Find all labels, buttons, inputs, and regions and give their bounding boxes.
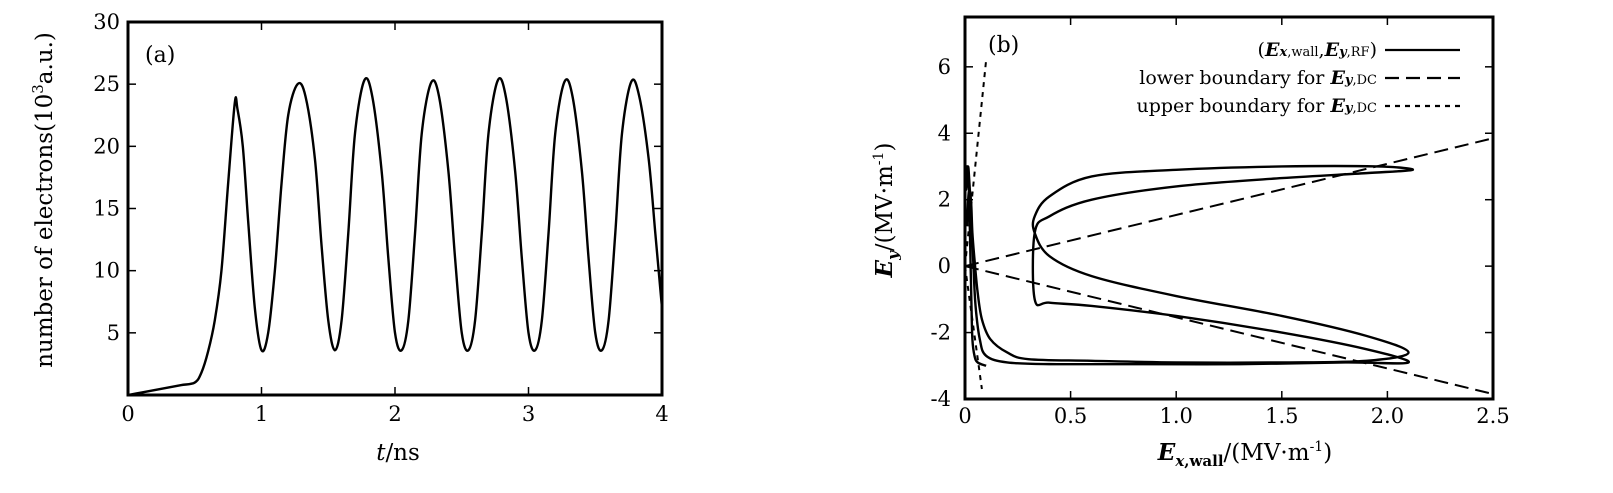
y-tick-label-b: 4 [938,121,951,145]
y-ticks-b: -4 -2 0 2 4 6 [931,55,1493,411]
series-a [127,77,664,397]
x-tick-label-a: 2 [388,402,401,426]
x-tick-label-a: 0 [121,402,134,426]
x-tick-label-b: 1.0 [1159,404,1192,428]
panel-label-a: (a) [145,43,175,68]
series-line-b-2 [965,265,983,390]
series-line-b-1 [965,137,1493,268]
legend-label-0: (Ex,wall,Ey,RF) [1258,39,1377,61]
chart-b: 0 0.5 1.0 1.5 2.0 2.5 -4 -2 0 2 4 6 (b) (Ex,wall,E… [871,15,1510,470]
y-axis-label-b: Ey/(MV·m-1) [871,143,902,279]
x-tick-label-b: 2.0 [1371,404,1404,428]
y-tick-label-b: -2 [931,321,951,345]
x-ticks-a: 0 1 2 3 4 [121,22,669,426]
y-tick-label-b: -4 [931,387,951,411]
y-tick-label-a: 10 [93,259,120,283]
y-tick-label-b: 6 [938,55,951,79]
x-tick-label-b: 0 [958,404,971,428]
y-ticks-a: 5 10 15 20 25 30 [93,10,662,345]
x-tick-label-a: 3 [522,402,535,426]
series-line-b-0 [965,164,1414,367]
y-tick-label-b: 0 [938,254,951,278]
plot-frame-b [963,15,1495,401]
series-line-a [127,77,664,397]
chart-a: 0 1 2 3 4 5 10 15 20 25 30 (a) t/ns number of ele… [29,10,669,466]
legend-label-2: upper boundary for Ey,DC [1136,95,1377,117]
series-line-b-2 [965,60,988,267]
x-tick-label-a: 4 [655,402,668,426]
legend-label-1: lower boundary for Ey,DC [1139,67,1377,89]
y-tick-label-a: 15 [93,197,120,221]
x-ticks-b: 0 0.5 1.0 1.5 2.0 2.5 [958,17,1510,428]
series-line-b-1 [965,265,1493,395]
x-axis-label-a: t/ns [376,440,420,466]
x-tick-label-b: 2.5 [1476,404,1509,428]
legend-b: (Ex,wall,Ey,RF) lower boundary for Ey,DC u… [1136,39,1460,117]
y-tick-label-a: 30 [93,10,120,34]
series-b [965,60,1493,395]
x-tick-label-a: 1 [255,402,268,426]
y-tick-label-a: 25 [93,72,120,96]
x-tick-label-b: 1.5 [1265,404,1298,428]
y-tick-label-b: 2 [938,188,951,212]
y-tick-label-a: 20 [93,134,120,158]
x-tick-label-b: 0.5 [1054,404,1087,428]
y-axis-label-a: number of electrons(103a.u.) [29,32,58,368]
panel-label-b: (b) [988,33,1019,58]
x-axis-label-b: Ex,wall/(MV·m-1) [1157,439,1332,470]
y-tick-label-a: 5 [107,321,120,345]
